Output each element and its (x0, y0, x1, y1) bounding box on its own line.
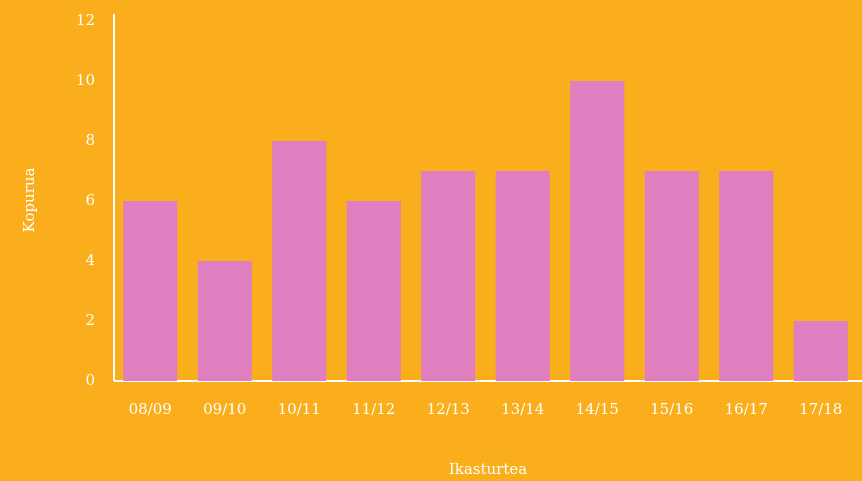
bar (272, 141, 327, 381)
bar (197, 261, 252, 381)
x-axis-label: Ikasturtea (449, 460, 527, 478)
x-tick-label: 11/12 (352, 400, 395, 418)
x-tick-label: 09/10 (203, 400, 246, 418)
x-tick-label: 12/13 (427, 400, 470, 418)
bar (495, 171, 550, 381)
bar (346, 201, 401, 381)
x-tick-label: 13/14 (501, 400, 544, 418)
x-tick-label: 15/16 (650, 400, 693, 418)
y-axis-label: Kopurua (20, 168, 38, 233)
bar (793, 321, 848, 381)
y-tick-label: 2 (85, 311, 95, 329)
x-tick-label: 08/09 (129, 400, 172, 418)
y-tick-label: 10 (76, 71, 95, 89)
bar (421, 171, 476, 381)
y-tick-label: 6 (85, 191, 95, 209)
y-tick-label: 12 (76, 11, 95, 29)
x-tick-label: 17/18 (799, 400, 842, 418)
x-tick-label: 16/17 (725, 400, 768, 418)
bar (719, 171, 774, 381)
bar (123, 201, 178, 381)
x-tick-label: 10/11 (278, 400, 321, 418)
y-tick-label: 8 (85, 131, 95, 149)
y-tick-label: 4 (85, 251, 95, 269)
y-tick-label: 0 (85, 371, 95, 389)
x-tick-label: 14/15 (576, 400, 619, 418)
bar (570, 81, 625, 381)
bar (644, 171, 699, 381)
